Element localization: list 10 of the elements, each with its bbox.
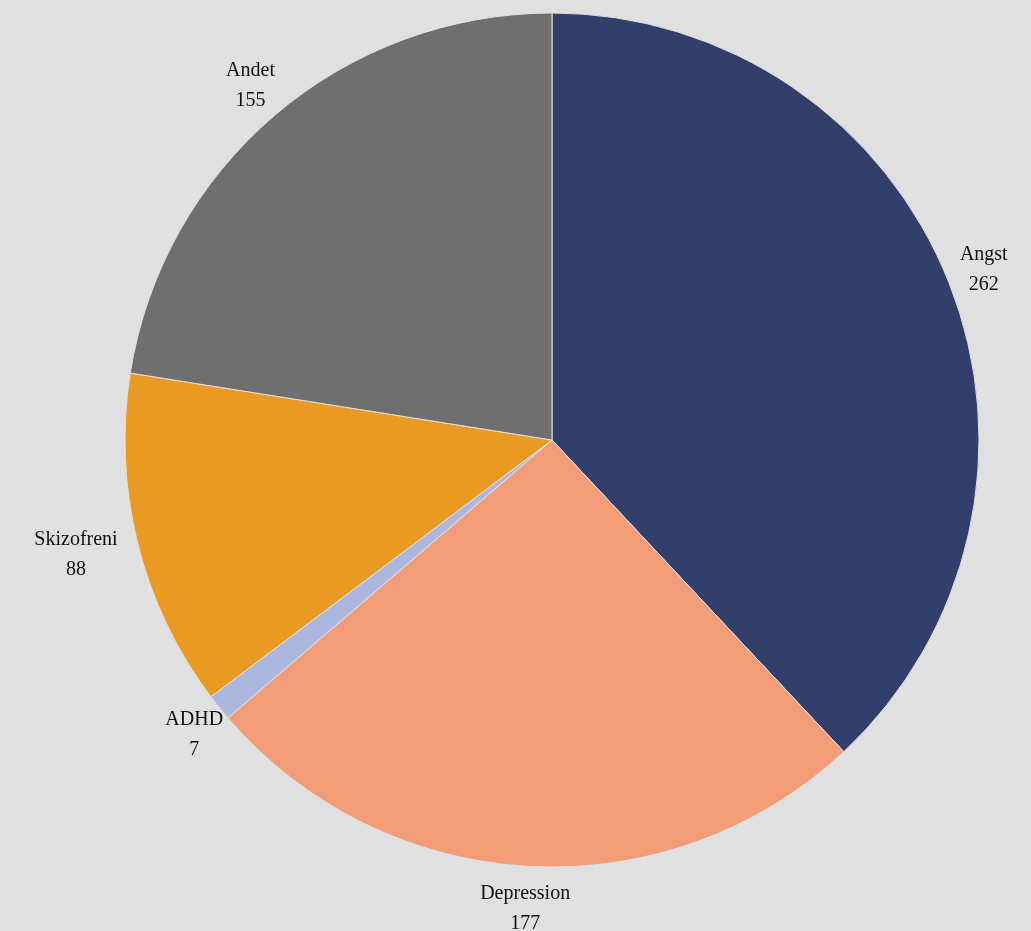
data-label: 177 xyxy=(510,911,541,931)
data-label: 262 xyxy=(968,272,999,295)
slice-label: Skizofreni xyxy=(34,527,119,550)
slice-label: Angst xyxy=(959,242,1009,266)
slice-label: Andet xyxy=(226,58,276,81)
data-label: 88 xyxy=(66,557,87,580)
data-label: 155 xyxy=(235,88,266,111)
slice-label: ADHD xyxy=(165,707,224,730)
slice-label: Depression xyxy=(480,881,571,905)
data-label: 7 xyxy=(189,737,200,760)
